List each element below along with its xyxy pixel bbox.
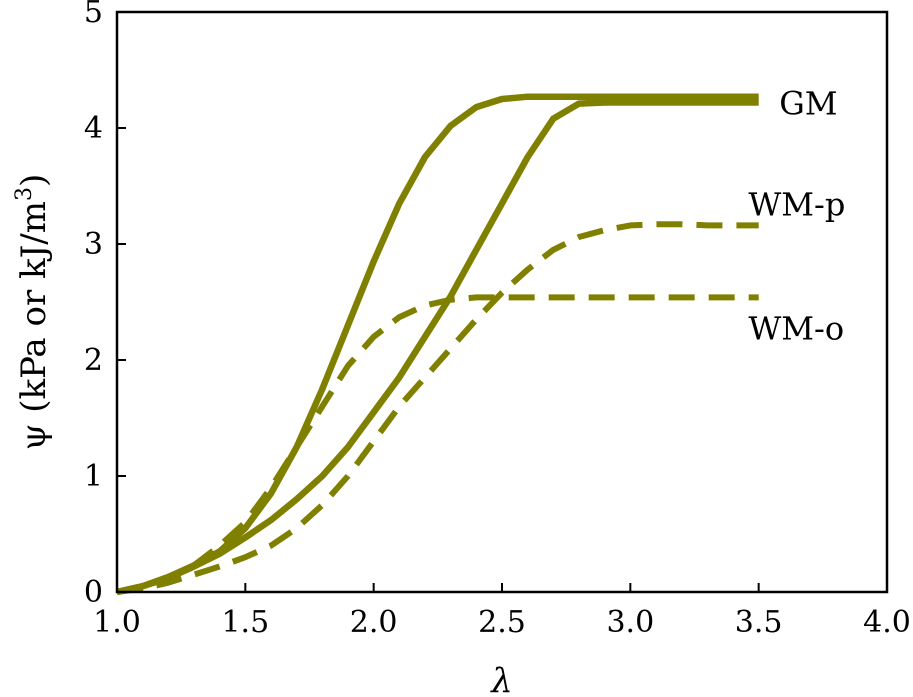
- y-axis-title: ψ (kPa or kJ/m3): [12, 174, 54, 451]
- x-tick-label: 3.0: [606, 605, 654, 640]
- y-tick-label: 4: [84, 111, 103, 146]
- series-label-gm: GM: [779, 84, 837, 122]
- series-line-gm-0: [116, 93, 759, 596]
- x-tick-label: 1.5: [221, 605, 269, 640]
- y-axis-title-sup: 3: [12, 187, 37, 201]
- series-label-wm-o: WM-o: [748, 310, 844, 348]
- y-tick-label: 2: [84, 343, 103, 378]
- y-tick-label: 5: [84, 0, 103, 30]
- series-line-wm-o-3: [116, 294, 759, 595]
- series-layer: [116, 93, 759, 596]
- y-axis-title-tail: ): [14, 174, 54, 187]
- x-tick-label: 4.0: [863, 605, 911, 640]
- series-line-gm-1: [116, 99, 759, 596]
- series-line-wm-p-2: [116, 221, 759, 595]
- y-tick-label: 0: [84, 575, 103, 610]
- y-tick-label: 1: [84, 459, 103, 494]
- labels-layer: GM WM-p WM-o: [748, 84, 845, 347]
- x-tick-label: 3.5: [735, 605, 783, 640]
- x-axis-title: λ: [489, 661, 513, 697]
- x-tick-label: 2.5: [478, 605, 526, 640]
- y-axis-title-main: ψ (kPa or kJ/m: [14, 201, 54, 450]
- x-tick-label: 1.0: [93, 605, 141, 640]
- ticks-layer: 1.0 1.5 2.0 2.5 3.0 3.5 4.0 0 1 2 3 4 5: [84, 0, 911, 640]
- x-tick-label: 2.0: [350, 605, 398, 640]
- series-label-wm-p: WM-p: [748, 185, 845, 223]
- y-tick-label: 3: [84, 227, 103, 262]
